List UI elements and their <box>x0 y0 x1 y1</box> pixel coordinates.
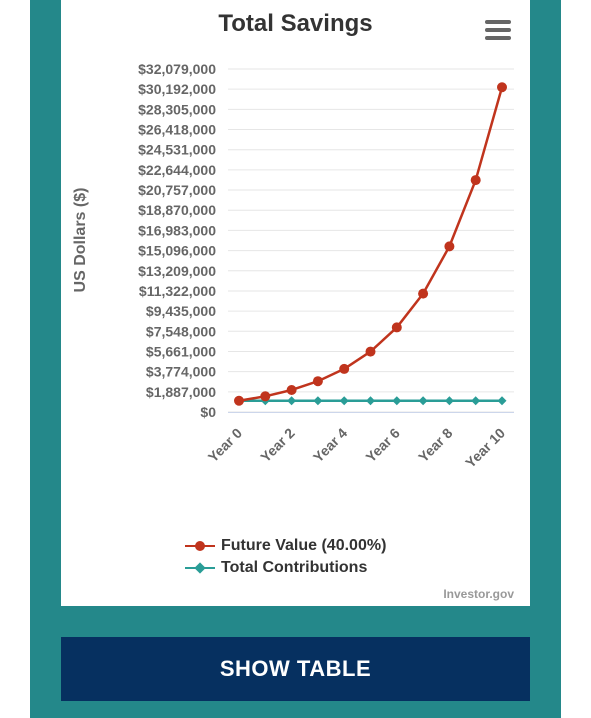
y-tick-label: $24,531,000 <box>138 142 216 158</box>
y-tick-label: $7,548,000 <box>146 323 216 339</box>
data-point-total-contributions <box>313 396 323 406</box>
data-point-total-contributions <box>339 396 349 406</box>
data-point-total-contributions <box>471 396 481 406</box>
legend-diamond-icon <box>185 561 215 575</box>
y-tick-label: $13,209,000 <box>138 263 216 279</box>
y-tick-label: $22,644,000 <box>138 162 216 178</box>
data-point-future-value <box>365 346 376 357</box>
x-tick-label: Year 4 <box>310 425 351 466</box>
data-point-future-value <box>444 241 455 252</box>
y-tick-label: $9,435,000 <box>146 303 216 319</box>
data-point-future-value <box>497 82 507 93</box>
y-tick-label: $26,418,000 <box>138 122 216 138</box>
y-tick-label: $1,887,000 <box>146 384 216 400</box>
data-point-total-contributions <box>444 396 454 406</box>
data-point-total-contributions <box>418 396 428 406</box>
legend-circle-icon <box>185 539 215 553</box>
data-point-total-contributions <box>366 396 375 406</box>
y-tick-label: $5,661,000 <box>146 343 216 359</box>
chart-credits[interactable]: Investor.gov <box>443 587 514 601</box>
legend: Future Value (40.00%) Total Contribution… <box>185 535 386 579</box>
show-table-button[interactable]: SHOW TABLE <box>61 637 530 701</box>
y-tick-label: $16,983,000 <box>138 222 216 238</box>
legend-label-future-value: Future Value (40.00%) <box>221 537 387 554</box>
x-tick-label: Year 10 <box>462 425 508 471</box>
data-point-future-value <box>312 376 323 387</box>
data-point-future-value <box>339 363 350 374</box>
hamburger-menu-icon[interactable] <box>485 20 511 42</box>
data-point-future-value <box>391 322 402 333</box>
data-point-future-value <box>260 391 271 402</box>
y-tick-label: $28,305,000 <box>138 101 216 117</box>
data-point-future-value <box>234 395 244 406</box>
x-tick-label: Year 0 <box>205 425 246 466</box>
x-tick-label: Year 2 <box>257 425 298 466</box>
data-point-total-contributions <box>287 396 297 406</box>
legend-item-total-contributions[interactable]: Total Contributions <box>185 557 386 579</box>
y-tick-label: $0 <box>200 404 216 420</box>
chart-plot: $0 $1,887,000 $3,774,000 $5,661,000 $7,548,0… <box>138 61 514 471</box>
legend-item-future-value[interactable]: Future Value (40.00%) <box>185 535 386 557</box>
data-point-future-value <box>418 288 429 299</box>
y-tick-label: $15,096,000 <box>138 243 216 259</box>
chart-card: Total Savings US Dollars ($) $0 $1,887,00… <box>61 0 530 606</box>
data-point-total-contributions <box>497 396 507 406</box>
y-tick-label: $11,322,000 <box>139 283 216 299</box>
y-tick-label: $30,192,000 <box>138 81 216 97</box>
data-point-future-value <box>286 384 297 395</box>
y-tick-label: $20,757,000 <box>138 182 216 198</box>
y-tick-label: $3,774,000 <box>146 364 216 380</box>
y-tick-label: $18,870,000 <box>138 202 216 218</box>
legend-label-total-contributions: Total Contributions <box>221 559 368 576</box>
data-point-future-value <box>470 175 481 186</box>
x-tick-label: Year 8 <box>415 425 456 466</box>
chart-title: Total Savings <box>218 10 373 37</box>
data-point-total-contributions <box>392 396 402 406</box>
x-tick-label: Year 6 <box>362 425 403 466</box>
y-tick-label: $32,079,000 <box>138 61 216 77</box>
